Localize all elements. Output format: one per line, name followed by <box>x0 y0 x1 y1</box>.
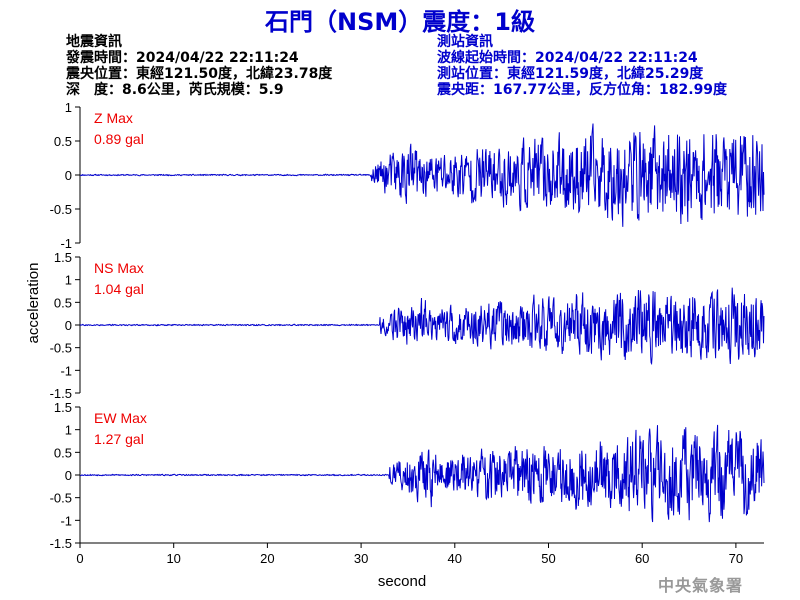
y-tick-label: -1.5 <box>50 386 72 401</box>
station-info-heading: 測站資訊 <box>437 34 493 50</box>
x-tick-label: 0 <box>76 551 83 566</box>
y-tick-label: 0 <box>65 318 72 333</box>
x-tick-label: 70 <box>729 551 743 566</box>
waveform-trace-ns <box>79 287 765 366</box>
series-max-value-label: 0.89 gal <box>94 131 144 147</box>
series-name-label: EW Max <box>94 410 147 426</box>
y-tick-label: 0.5 <box>54 445 72 460</box>
y-tick-label: -0.5 <box>50 202 72 217</box>
y-tick-label: 1.5 <box>54 400 72 415</box>
y-tick-label: 1 <box>65 423 72 438</box>
y-tick-label: 1 <box>65 273 72 288</box>
agency-credit: 中央氣象署 <box>658 576 744 595</box>
station-onset-time: 波線起始時間：2024/04/22 22:11:24 <box>437 50 698 66</box>
waveform-trace-ew <box>79 424 765 523</box>
y-tick-label: -0.5 <box>50 341 72 356</box>
series-max-value-label: 1.04 gal <box>94 281 144 297</box>
y-axis-title: acceleration <box>25 263 42 344</box>
x-tick-label: 50 <box>541 551 555 566</box>
series-name-label: Z Max <box>94 110 133 126</box>
x-tick-label: 60 <box>635 551 649 566</box>
x-tick-label: 40 <box>448 551 462 566</box>
station-location: 測站位置：東經121.59度，北緯25.29度 <box>437 66 704 82</box>
y-tick-label: 0.5 <box>54 295 72 310</box>
y-tick-label: 1.5 <box>54 250 72 265</box>
quake-depth-magnitude: 深 度：8.6公里，芮氏規模：5.9 <box>66 82 284 98</box>
x-tick-label: 30 <box>354 551 368 566</box>
y-tick-label: -0.5 <box>50 491 72 506</box>
series-name-label: NS Max <box>94 260 144 276</box>
quake-epicenter: 震央位置：東經121.50度，北緯23.78度 <box>66 66 333 82</box>
y-tick-label: 0 <box>65 168 72 183</box>
station-info: 測站資訊 波線起始時間：2024/04/22 22:11:24 測站位置：東經1… <box>437 34 727 98</box>
y-tick-label: 0 <box>65 468 72 483</box>
x-axis-title: second <box>378 573 426 590</box>
x-tick-label: 20 <box>260 551 274 566</box>
y-tick-label: -1 <box>60 363 72 378</box>
y-tick-label: -1 <box>60 513 72 528</box>
x-tick-label: 10 <box>166 551 180 566</box>
y-tick-label: 1 <box>65 100 72 115</box>
quake-origin-time: 發震時間：2024/04/22 22:11:24 <box>66 50 299 66</box>
page-title: 石門（NSM）震度：1級 <box>265 8 535 36</box>
y-tick-label: -1.5 <box>50 536 72 551</box>
waveform-trace-z <box>80 123 765 227</box>
quake-info: 地震資訊 發震時間：2024/04/22 22:11:24 震央位置：東經121… <box>66 34 332 98</box>
y-tick-label: -1 <box>60 236 72 251</box>
series-max-value-label: 1.27 gal <box>94 431 144 447</box>
y-tick-label: 0.5 <box>54 134 72 149</box>
station-distance: 震央距：167.77公里，反方位角：182.99度 <box>437 82 728 98</box>
quake-info-heading: 地震資訊 <box>66 34 122 50</box>
